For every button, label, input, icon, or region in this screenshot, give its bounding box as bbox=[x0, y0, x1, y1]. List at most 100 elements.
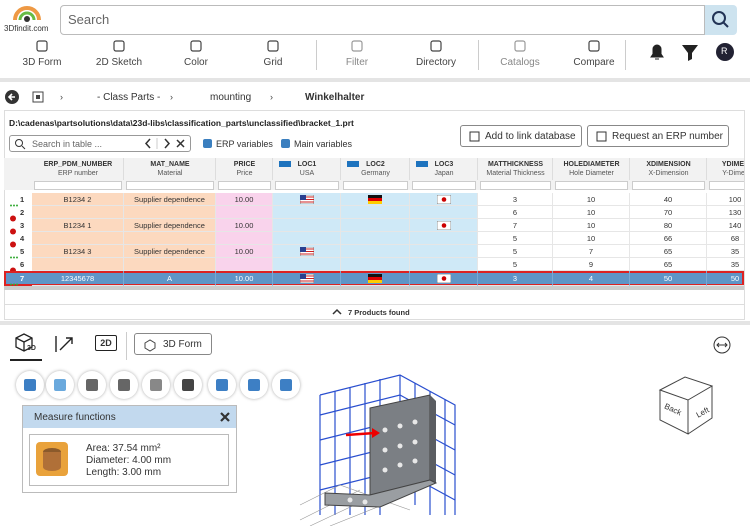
toolbar-item[interactable]: Color bbox=[156, 38, 236, 72]
toolbar-label: Catalogs bbox=[500, 57, 540, 68]
row-marker bbox=[9, 222, 19, 235]
column-filter[interactable] bbox=[275, 181, 339, 190]
table-cell: 5 bbox=[478, 258, 553, 271]
table-cell: 50 bbox=[630, 271, 707, 286]
table-cell bbox=[216, 206, 273, 219]
viewer-tool[interactable] bbox=[16, 371, 44, 399]
column-label: Price bbox=[236, 170, 253, 177]
toolbar-item[interactable]: 2D Sketch bbox=[79, 38, 159, 72]
viewer-tool[interactable] bbox=[272, 371, 300, 399]
home-icon[interactable] bbox=[32, 91, 44, 103]
toolbar-item[interactable]: Catalogs bbox=[480, 38, 560, 72]
breadcrumb-item[interactable]: Winkelhalter bbox=[305, 92, 365, 103]
measure-title: Measure functions bbox=[34, 412, 116, 423]
table-row[interactable]: 7 12345678 A 10.00 3 4 50 50 bbox=[4, 271, 744, 286]
column-header: LOC1 USA bbox=[273, 158, 341, 180]
logo-text: 3Dfindit.com bbox=[4, 24, 49, 33]
measure-icon bbox=[36, 442, 68, 476]
column-filter[interactable] bbox=[412, 181, 476, 190]
row-marker bbox=[9, 261, 19, 274]
collapse-button[interactable] bbox=[713, 336, 731, 354]
toolbar-label: 2D Sketch bbox=[95, 57, 143, 68]
table-cell: 3 bbox=[478, 193, 553, 206]
checkbox[interactable] bbox=[203, 139, 212, 148]
toolbar-item[interactable]: Compare bbox=[554, 38, 634, 72]
table-cell bbox=[341, 245, 410, 258]
table-cell bbox=[341, 232, 410, 245]
viewer-tool[interactable] bbox=[142, 371, 170, 399]
tab-3d-icon[interactable] bbox=[12, 332, 42, 358]
viewer-tool[interactable] bbox=[240, 371, 268, 399]
column-filter[interactable] bbox=[555, 181, 628, 190]
table-row[interactable]: 4 5 10 66 68 bbox=[4, 232, 744, 248]
breadcrumb-item[interactable]: - Class Parts - bbox=[97, 92, 161, 103]
viewer-tool[interactable] bbox=[46, 371, 74, 399]
close-button[interactable] bbox=[218, 410, 232, 424]
toolbar-label: Filter bbox=[345, 57, 369, 68]
search-button[interactable] bbox=[705, 5, 737, 35]
form-button[interactable]: 3D Form bbox=[134, 333, 212, 355]
table-cell: 40 bbox=[630, 193, 707, 206]
back-button[interactable] bbox=[4, 89, 20, 105]
request-erp-button[interactable]: Request an ERP number bbox=[587, 125, 729, 147]
measure-line: Diameter: 4.00 mm bbox=[86, 455, 172, 466]
toolbar-item[interactable]: Filter bbox=[317, 38, 397, 72]
add-link-button[interactable]: Add to link database bbox=[460, 125, 582, 147]
table-cell: 65 bbox=[630, 245, 707, 258]
table-cell: 12345678 bbox=[32, 271, 124, 286]
row-number: 7 bbox=[20, 274, 25, 283]
tab-2d[interactable]: 2D bbox=[95, 335, 117, 351]
checkbox[interactable] bbox=[281, 139, 290, 148]
toolbar-icons bbox=[650, 43, 734, 61]
toolbar-item[interactable]: Grid bbox=[233, 38, 313, 72]
column-filter[interactable] bbox=[709, 181, 744, 190]
column-filter[interactable] bbox=[126, 181, 214, 190]
column-filter[interactable] bbox=[34, 181, 122, 190]
table-row[interactable]: 6 5 9 65 35 bbox=[4, 258, 744, 274]
table-search[interactable] bbox=[9, 135, 191, 152]
table-scrollbar bbox=[4, 286, 744, 290]
avatar[interactable]: R bbox=[721, 46, 728, 56]
column-filter[interactable] bbox=[480, 181, 551, 190]
column-name: LOC3 bbox=[434, 161, 454, 168]
checkbox-label: ERP variables bbox=[216, 139, 273, 149]
column-filter[interactable] bbox=[632, 181, 705, 190]
viewer-tool[interactable] bbox=[174, 371, 202, 399]
button-label: Add to link database bbox=[485, 131, 576, 142]
column-filter[interactable] bbox=[218, 181, 271, 190]
viewer-tool[interactable] bbox=[110, 371, 138, 399]
table-cell: B1234 3 bbox=[32, 245, 124, 258]
search-box[interactable] bbox=[60, 5, 705, 35]
column-label: Japan bbox=[434, 170, 454, 177]
table-cell: 50 bbox=[707, 271, 744, 286]
table-cell: 7 bbox=[478, 219, 553, 232]
table-row[interactable]: 1 B1234 2 Supplier dependence 10.00 3 10 40 100 bbox=[4, 193, 744, 207]
toolbar-item[interactable]: Directory bbox=[396, 38, 476, 72]
tab-dimension[interactable] bbox=[52, 333, 76, 355]
table-cell: 10.00 bbox=[216, 271, 273, 286]
viewer-tool[interactable] bbox=[208, 371, 236, 399]
table-search-controls[interactable] bbox=[140, 136, 190, 151]
checkbox-label: Main variables bbox=[294, 139, 353, 149]
table-row[interactable]: 5 B1234 3 Supplier dependence 10.00 5 7 65 35 bbox=[4, 245, 744, 259]
table-row[interactable]: 3 B1234 1 Supplier dependence 10.00 7 10 80 140 bbox=[4, 219, 744, 235]
toolbar-label: Grid bbox=[263, 57, 283, 68]
column-label: Germany bbox=[361, 170, 390, 177]
toolbar-label: 3D Form bbox=[22, 57, 62, 68]
column-header: YDIMEN Y-Dimen bbox=[707, 158, 744, 180]
view-cube[interactable] bbox=[650, 372, 725, 442]
table-cell: 10 bbox=[553, 232, 630, 245]
row-marker bbox=[9, 209, 19, 222]
toolbar-item[interactable]: 3D Form bbox=[2, 38, 82, 72]
model-view bbox=[299, 374, 456, 526]
table-row[interactable]: 2 6 10 70 130 bbox=[4, 206, 744, 222]
column-filter[interactable] bbox=[343, 181, 408, 190]
table-cell bbox=[124, 258, 216, 271]
table-cell bbox=[216, 258, 273, 271]
row-marker bbox=[9, 275, 19, 286]
table-cell: 10 bbox=[553, 206, 630, 219]
viewer-tool[interactable] bbox=[78, 371, 106, 399]
breadcrumb-item[interactable]: mounting bbox=[210, 92, 252, 103]
column-name: XDIMENSION bbox=[646, 161, 691, 168]
table-cell: 140 bbox=[707, 219, 744, 232]
